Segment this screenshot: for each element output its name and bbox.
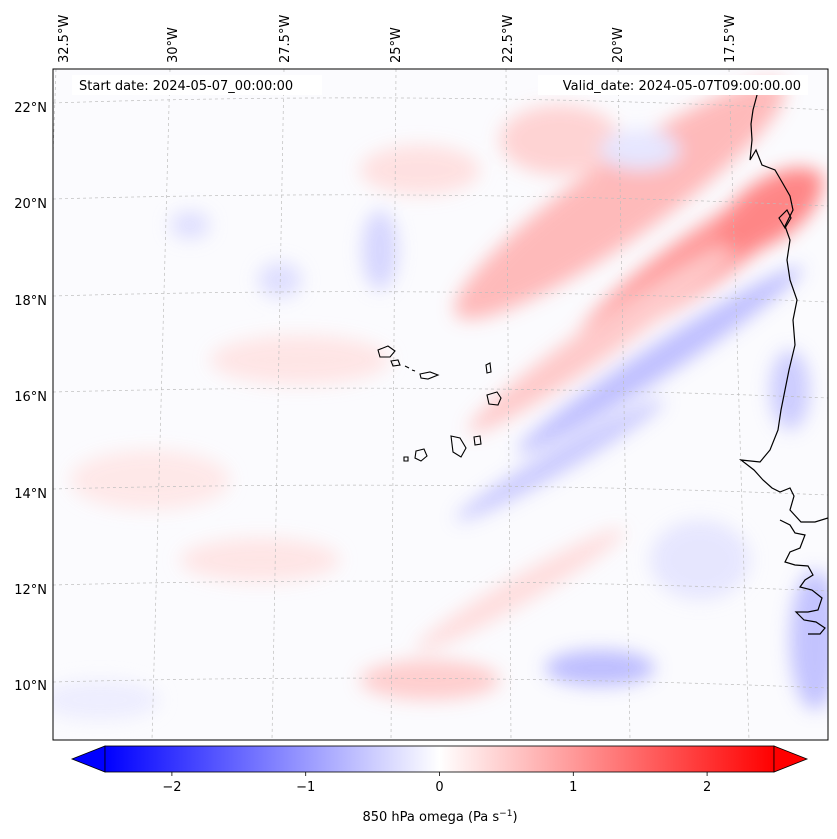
lon-label: 32.5°W	[57, 15, 72, 63]
colorbar-tick-label: −2	[162, 780, 181, 795]
lon-label: 30°W	[166, 27, 181, 63]
lon-label: 17.5°W	[723, 15, 738, 63]
map-panel	[52, 68, 829, 741]
colorbar-tick-label: −1	[296, 780, 315, 795]
lon-label: 25°W	[389, 27, 404, 63]
colorbar-max-extend	[773, 745, 809, 773]
colorbar-min-extend	[70, 745, 106, 773]
cabo-verde-islands	[377, 345, 502, 462]
colorbar-bar	[104, 745, 775, 773]
lat-label: 10°N	[14, 679, 47, 694]
colorbar-ticks: −2 −1 0 1 2	[162, 772, 711, 795]
valid-date-box: Valid_date: 2024-05-07T09:00:00.00	[538, 75, 808, 95]
lat-label: 22°N	[14, 101, 47, 116]
lon-label: 20°W	[611, 27, 626, 63]
lon-label: 27.5°W	[278, 15, 293, 63]
lon-label: 22.5°W	[501, 15, 516, 63]
start-date-label: Start date: 2024-05-07_00:00:00	[79, 79, 293, 94]
africa-coastline	[738, 81, 828, 635]
lat-label: 18°N	[14, 294, 47, 309]
lat-label: 16°N	[14, 390, 47, 405]
lat-label: 20°N	[14, 197, 47, 212]
colorbar-tick-label: 0	[435, 780, 443, 795]
colorbar-tick-label: 2	[703, 780, 711, 795]
colorbar: −2 −1 0 1 2 850 hPa omega (Pa s−1)	[70, 745, 809, 825]
colorbar-label: 850 hPa omega (Pa s−1)	[362, 809, 517, 825]
omega-field	[53, 80, 828, 720]
lat-label: 12°N	[14, 583, 47, 598]
latitude-labels: 22°N 20°N 18°N 16°N 14°N 12°N 10°N	[14, 101, 47, 694]
valid-date-label: Valid_date: 2024-05-07T09:00:00.00	[563, 79, 801, 94]
colorbar-tick-label: 1	[569, 780, 577, 795]
lat-label: 14°N	[14, 487, 47, 502]
start-date-box: Start date: 2024-05-07_00:00:00	[72, 75, 322, 95]
graticule	[53, 69, 828, 740]
longitude-labels: 32.5°W 30°W 27.5°W 25°W 22.5°W 20°W 17.5…	[57, 15, 738, 63]
